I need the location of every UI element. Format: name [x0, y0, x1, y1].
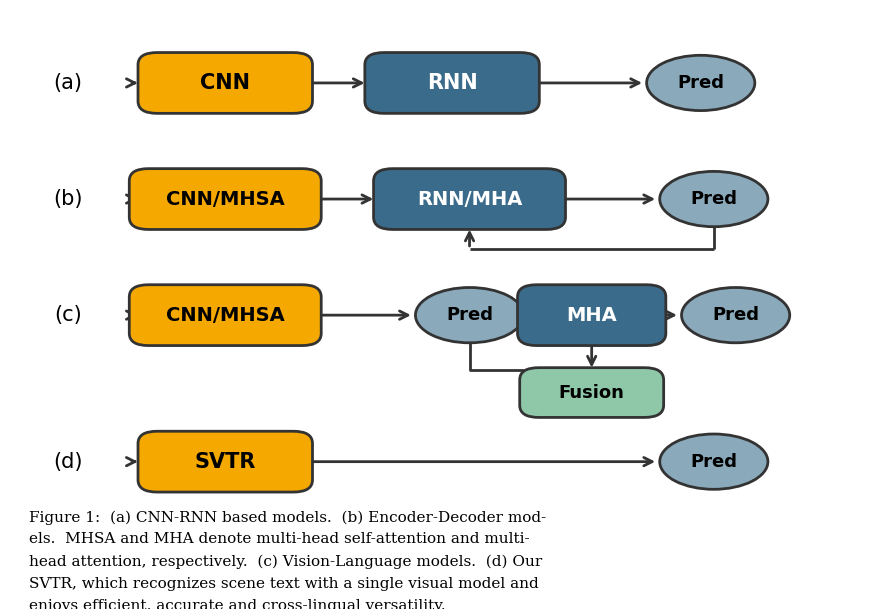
Text: (a): (a) [53, 73, 82, 93]
Text: Pred: Pred [446, 306, 493, 324]
Text: Fusion: Fusion [558, 384, 624, 401]
Text: Pred: Pred [689, 190, 737, 208]
Ellipse shape [659, 171, 767, 227]
FancyBboxPatch shape [519, 368, 663, 417]
Ellipse shape [645, 55, 754, 111]
Text: RNN: RNN [426, 73, 477, 93]
Text: RNN/MHA: RNN/MHA [417, 189, 522, 208]
Text: Pred: Pred [711, 306, 759, 324]
Text: CNN/MHSA: CNN/MHSA [166, 189, 284, 208]
Text: Pred: Pred [689, 452, 737, 471]
Ellipse shape [659, 434, 767, 489]
Ellipse shape [681, 287, 788, 343]
Text: Figure 1:  (a) CNN-RNN based models.  (b) Encoder-Decoder mod-: Figure 1: (a) CNN-RNN based models. (b) … [29, 510, 545, 525]
Text: SVTR, which recognizes scene text with a single visual model and: SVTR, which recognizes scene text with a… [29, 577, 538, 591]
Text: (d): (d) [53, 452, 82, 471]
FancyBboxPatch shape [129, 285, 321, 345]
Text: SVTR: SVTR [195, 452, 256, 471]
Ellipse shape [415, 287, 523, 343]
Text: MHA: MHA [566, 306, 617, 325]
FancyBboxPatch shape [129, 169, 321, 230]
FancyBboxPatch shape [517, 285, 665, 345]
Text: (b): (b) [53, 189, 82, 209]
Text: enjoys efficient, accurate and cross-lingual versatility.: enjoys efficient, accurate and cross-lin… [29, 599, 445, 609]
Text: CNN/MHSA: CNN/MHSA [166, 306, 284, 325]
Text: CNN: CNN [200, 73, 250, 93]
Text: Pred: Pred [676, 74, 724, 92]
FancyBboxPatch shape [365, 52, 538, 113]
Text: (c): (c) [54, 305, 82, 325]
Text: head attention, respectively.  (c) Vision-Language models.  (d) Our: head attention, respectively. (c) Vision… [29, 555, 542, 569]
FancyBboxPatch shape [138, 431, 312, 492]
FancyBboxPatch shape [138, 52, 312, 113]
Text: els.  MHSA and MHA denote multi-head self-attention and multi-: els. MHSA and MHA denote multi-head self… [29, 532, 529, 546]
FancyBboxPatch shape [373, 169, 565, 230]
